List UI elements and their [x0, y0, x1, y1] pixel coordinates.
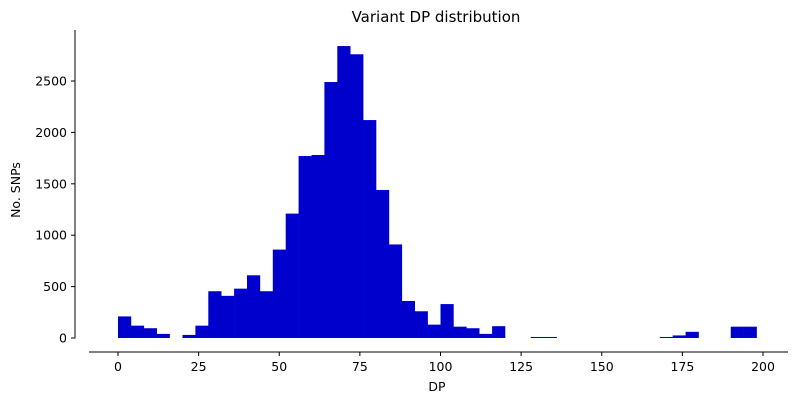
x-tick-label: 125	[509, 359, 533, 374]
histogram-bar	[350, 54, 364, 339]
x-tick-label: 75	[352, 359, 368, 374]
histogram-bar	[363, 120, 377, 338]
x-axis-ticks: 0 25 50 75 100 125 150 175 200	[114, 352, 775, 374]
x-tick-label: 175	[670, 359, 694, 374]
histogram-bar	[337, 46, 351, 339]
x-tick-label: 50	[271, 359, 287, 374]
histogram-bar	[672, 335, 686, 338]
histogram-bar	[208, 291, 222, 338]
x-tick-label: 25	[191, 359, 207, 374]
x-tick-label: 200	[751, 359, 775, 374]
histogram-bar	[156, 333, 170, 338]
histogram-bar	[118, 316, 132, 338]
y-tick-label: 500	[43, 279, 67, 294]
chart-title: Variant DP distribution	[352, 8, 521, 26]
histogram-bar	[440, 304, 454, 338]
y-tick-label: 1000	[35, 228, 67, 243]
histogram-bar	[324, 82, 338, 338]
x-tick-label: 0	[114, 359, 122, 374]
x-axis-label: DP	[428, 379, 446, 394]
y-tick-label: 1500	[35, 176, 67, 191]
x-tick-label: 100	[429, 359, 453, 374]
histogram-bar	[234, 288, 248, 338]
y-axis-ticks: 0 500 1000 1500 2000 2500	[35, 74, 75, 346]
histogram-bar	[298, 156, 312, 338]
histogram-bar	[453, 326, 467, 338]
bars-group	[118, 46, 757, 339]
histogram-bar	[182, 334, 196, 338]
y-axis-label: No. SNPs	[8, 162, 23, 218]
histogram-bar	[259, 291, 274, 338]
histogram-bar	[247, 275, 261, 338]
histogram-bar	[388, 244, 403, 338]
histogram-bar	[543, 336, 557, 338]
histogram-bar	[272, 249, 286, 338]
histogram-bar	[427, 324, 441, 338]
histogram-bar	[730, 326, 744, 338]
histogram-bar	[479, 333, 493, 338]
histogram-bar	[285, 213, 299, 338]
histogram-bar	[414, 311, 428, 338]
histogram-bar	[659, 336, 673, 338]
histogram-bar	[376, 189, 390, 338]
histogram-bar	[221, 295, 235, 338]
histogram-bar	[685, 331, 699, 338]
histogram-bar	[311, 155, 325, 338]
histogram-bar	[143, 328, 157, 338]
histogram-bar	[401, 300, 415, 338]
y-tick-label: 0	[59, 331, 67, 346]
histogram-bar	[530, 336, 544, 338]
y-tick-label: 2500	[35, 74, 67, 89]
x-tick-label: 150	[590, 359, 614, 374]
y-tick-label: 2000	[35, 125, 67, 140]
histogram-bar	[195, 325, 209, 338]
histogram-bar	[492, 326, 506, 338]
histogram-bar	[130, 325, 145, 338]
histogram-bar	[466, 328, 480, 338]
histogram-bar	[743, 326, 757, 338]
